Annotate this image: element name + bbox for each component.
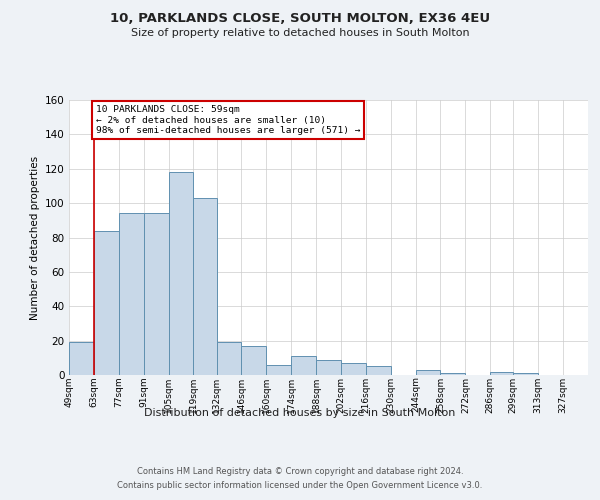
Bar — [416, 370, 440, 375]
Text: Contains public sector information licensed under the Open Government Licence v3: Contains public sector information licen… — [118, 481, 482, 490]
Bar — [241, 346, 266, 375]
Bar — [193, 198, 217, 375]
Y-axis label: Number of detached properties: Number of detached properties — [29, 156, 40, 320]
Bar — [217, 342, 241, 375]
Bar — [94, 230, 119, 375]
Bar — [366, 366, 391, 375]
Bar — [69, 342, 94, 375]
Text: 10, PARKLANDS CLOSE, SOUTH MOLTON, EX36 4EU: 10, PARKLANDS CLOSE, SOUTH MOLTON, EX36 … — [110, 12, 490, 26]
Text: Contains HM Land Registry data © Crown copyright and database right 2024.: Contains HM Land Registry data © Crown c… — [137, 468, 463, 476]
Bar — [143, 214, 169, 375]
Bar — [266, 364, 291, 375]
Bar — [440, 374, 466, 375]
Bar — [514, 374, 538, 375]
Bar — [119, 214, 143, 375]
Text: 10 PARKLANDS CLOSE: 59sqm
← 2% of detached houses are smaller (10)
98% of semi-d: 10 PARKLANDS CLOSE: 59sqm ← 2% of detach… — [95, 105, 360, 135]
Bar — [316, 360, 341, 375]
Bar — [169, 172, 193, 375]
Text: Size of property relative to detached houses in South Molton: Size of property relative to detached ho… — [131, 28, 469, 38]
Bar — [490, 372, 514, 375]
Bar — [291, 356, 316, 375]
Bar — [341, 363, 366, 375]
Text: Distribution of detached houses by size in South Molton: Distribution of detached houses by size … — [145, 408, 455, 418]
